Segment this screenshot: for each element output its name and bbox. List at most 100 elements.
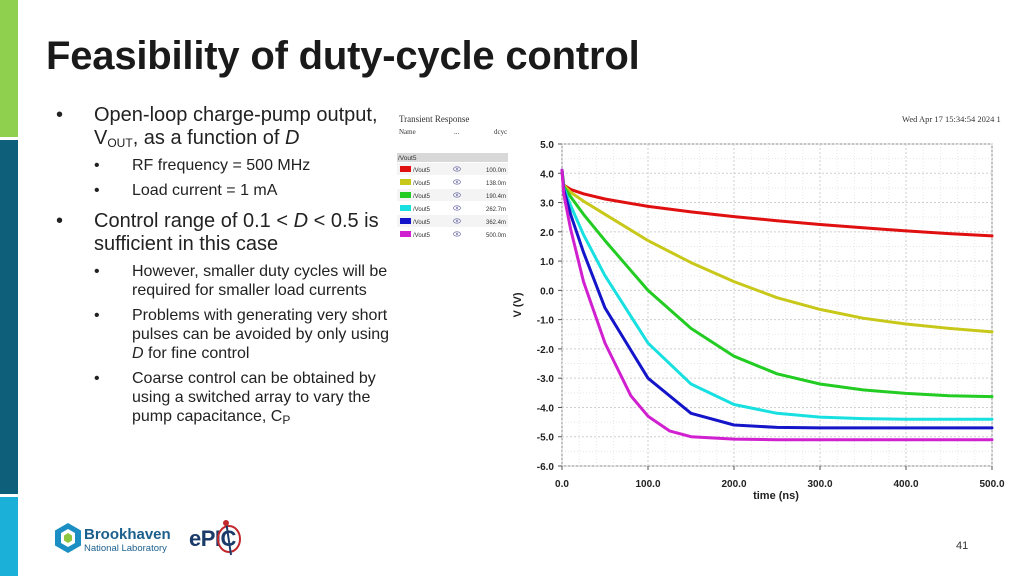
y-tick-label: 0.0 bbox=[540, 286, 554, 297]
page-number: 41 bbox=[956, 540, 969, 552]
sub-bullet-coarse-control: • Coarse control can be obtained by usin… bbox=[50, 369, 390, 426]
bullet-marker: • bbox=[94, 307, 100, 324]
bullet-marker: • bbox=[56, 210, 64, 232]
legend: /Vout5 100.0m/Vout5 138.0m/Vout5 190.4m/Vou… bbox=[397, 163, 508, 240]
eye-icon[interactable] bbox=[453, 231, 461, 237]
subscript: OUT bbox=[107, 136, 133, 150]
legend-col-name: Name bbox=[399, 128, 416, 136]
series-lines bbox=[560, 168, 994, 442]
x-tick-label: 100.0 bbox=[635, 479, 660, 490]
y-tick-label: 2.0 bbox=[540, 228, 554, 239]
legend-series-name: /Vout5 bbox=[413, 233, 431, 239]
legend-series-name: /Vout5 bbox=[413, 220, 431, 226]
bullet-text: RF frequency = 500 MHz bbox=[132, 157, 311, 174]
sub-bullet-short-pulses: • Problems with generating very short pu… bbox=[50, 306, 390, 363]
legend-row-bg bbox=[397, 176, 508, 188]
chart-timestamp: Wed Apr 17 15:34:54 2024 1 bbox=[902, 114, 1001, 124]
eye-icon[interactable] bbox=[453, 166, 461, 172]
legend-swatch bbox=[400, 192, 411, 198]
y-tick-label: -3.0 bbox=[537, 374, 555, 385]
epic-ring-icon bbox=[217, 520, 241, 556]
legend-dcyc-value: 190.4m bbox=[486, 194, 506, 200]
legend-row-bg bbox=[397, 215, 508, 227]
legend-dcyc-value: 100.0m bbox=[486, 168, 506, 174]
x-axis-ticks: 0.0 100.0 200.0 300.0 400.0 500.0 bbox=[555, 466, 1005, 490]
eye-icon[interactable] bbox=[453, 179, 461, 185]
eye-icon[interactable] bbox=[453, 205, 461, 211]
y-tick-label: -1.0 bbox=[537, 316, 555, 327]
bullet-text: Coarse control can be obtained by using … bbox=[132, 370, 376, 425]
x-tick-label: 200.0 bbox=[721, 479, 746, 490]
eye-icon-pupil bbox=[456, 220, 458, 222]
bullet-marker: • bbox=[94, 157, 100, 174]
bullet-text: Control range of 0.1 < bbox=[94, 210, 294, 232]
sub-bullet-rf: • RF frequency = 500 MHz bbox=[50, 156, 390, 175]
chart-grid bbox=[561, 143, 993, 467]
decor-bar-green bbox=[0, 0, 18, 137]
bullet-text: However, smaller duty cycles will be req… bbox=[132, 263, 388, 299]
legend-col-dots: ... bbox=[454, 128, 460, 136]
variable-d: D bbox=[285, 127, 300, 149]
legend-row-bg bbox=[397, 202, 508, 214]
sub-bullet-load: • Load current = 1 mA bbox=[50, 181, 390, 200]
bullet-marker: • bbox=[94, 370, 100, 387]
y-tick-label: 3.0 bbox=[540, 199, 554, 210]
x-tick-label: 0.0 bbox=[555, 479, 569, 490]
bullet-text: , as a function of bbox=[132, 127, 286, 149]
sub-bullet-smaller-duty: • However, smaller duty cycles will be r… bbox=[50, 262, 390, 300]
series-line-2 bbox=[560, 168, 994, 334]
bnl-hexagon-icon bbox=[55, 523, 81, 553]
y-tick-label: 4.0 bbox=[540, 169, 554, 180]
plot-frame bbox=[561, 143, 993, 467]
bnl-logo bbox=[54, 522, 82, 559]
legend-group-header bbox=[397, 153, 508, 162]
legend-swatch bbox=[400, 179, 411, 185]
legend-col-dcyc: dcyc bbox=[494, 128, 508, 136]
chart-header-title: Transient Response bbox=[399, 114, 470, 124]
legend-dcyc-value: 138.0m bbox=[486, 181, 506, 187]
bullet-marker: • bbox=[94, 263, 100, 280]
bullet-text: for fine control bbox=[143, 345, 250, 362]
eye-icon-pupil bbox=[456, 233, 458, 235]
bullet-text: Load current = 1 mA bbox=[132, 182, 278, 199]
y-axis-label: V (V) bbox=[512, 292, 524, 317]
eye-icon-pupil bbox=[456, 194, 458, 196]
legend-row-bg bbox=[397, 189, 508, 201]
bullet-text: Open-loop charge-pump output, V bbox=[94, 104, 378, 149]
bullet-output: • Open-loop charge-pump output, VOUT, as… bbox=[50, 104, 390, 150]
legend-dcyc-value: 362.4m bbox=[486, 220, 506, 226]
variable-d: D bbox=[293, 210, 309, 232]
variable-d: D bbox=[132, 345, 144, 362]
legend-series-name: /Vout5 bbox=[413, 207, 431, 213]
legend-group-label: /Vout5 bbox=[398, 155, 417, 162]
bullet-control-range: • Control range of 0.1 < D < 0.5 is suff… bbox=[50, 210, 390, 256]
eye-icon[interactable] bbox=[453, 218, 461, 224]
y-axis-ticks: 5.0 4.0 3.0 2.0 1.0 0.0 -1.0 -2.0 -3.0 -4.0 -5.0 -6… bbox=[537, 140, 562, 473]
legend-series-name: /Vout5 bbox=[413, 194, 431, 200]
legend-swatch bbox=[400, 166, 411, 172]
eye-icon[interactable] bbox=[453, 192, 461, 198]
x-tick-label: 300.0 bbox=[807, 479, 832, 490]
decor-bar-cyan bbox=[0, 497, 18, 576]
bullet-marker: • bbox=[56, 104, 64, 126]
bullet-marker: • bbox=[94, 182, 100, 199]
bullet-text: < 0.5 is sufficient in this case bbox=[94, 210, 379, 255]
legend-dcyc-value: 500.0m bbox=[486, 233, 506, 239]
legend-dcyc-value: 262.7m bbox=[486, 207, 506, 213]
legend-swatch bbox=[400, 218, 411, 224]
eye-icon-pupil bbox=[456, 181, 458, 183]
series-line-4 bbox=[560, 168, 994, 421]
y-tick-label: -2.0 bbox=[537, 345, 555, 356]
legend-row-bg bbox=[397, 228, 508, 240]
series-line-6 bbox=[560, 168, 994, 442]
slide-title: Feasibility of duty-cycle control bbox=[46, 34, 640, 78]
y-tick-label: 5.0 bbox=[540, 140, 554, 151]
legend-row-bg bbox=[397, 163, 508, 175]
y-tick-label: -5.0 bbox=[537, 433, 555, 444]
legend-swatch bbox=[400, 231, 411, 237]
legend-series-name: /Vout5 bbox=[413, 168, 431, 174]
x-axis-label: time (ns) bbox=[753, 490, 799, 502]
bullet-list: • Open-loop charge-pump output, VOUT, as… bbox=[50, 104, 390, 432]
y-tick-label: 1.0 bbox=[540, 257, 554, 268]
